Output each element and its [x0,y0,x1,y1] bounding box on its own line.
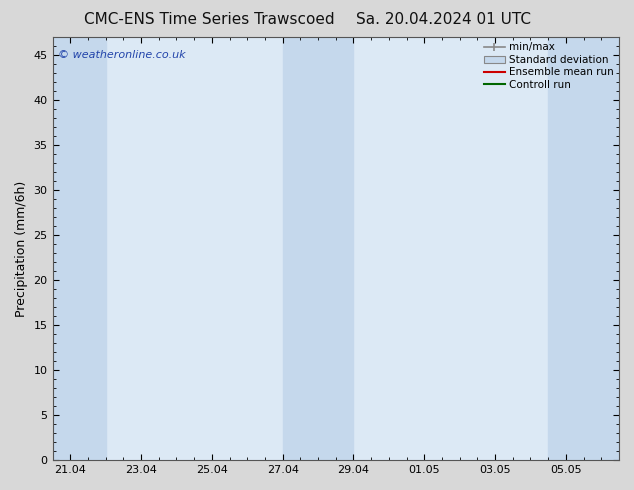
Bar [283,37,354,460]
Bar [548,37,619,460]
Text: Sa. 20.04.2024 01 UTC: Sa. 20.04.2024 01 UTC [356,12,531,27]
Legend: min/max, Standard deviation, Ensemble mean run, Controll run: min/max, Standard deviation, Ensemble me… [482,40,616,92]
Bar [53,37,106,460]
Text: CMC-ENS Time Series Trawscoed: CMC-ENS Time Series Trawscoed [84,12,335,27]
Y-axis label: Precipitation (mm/6h): Precipitation (mm/6h) [15,180,28,317]
Text: © weatheronline.co.uk: © weatheronline.co.uk [58,50,186,60]
